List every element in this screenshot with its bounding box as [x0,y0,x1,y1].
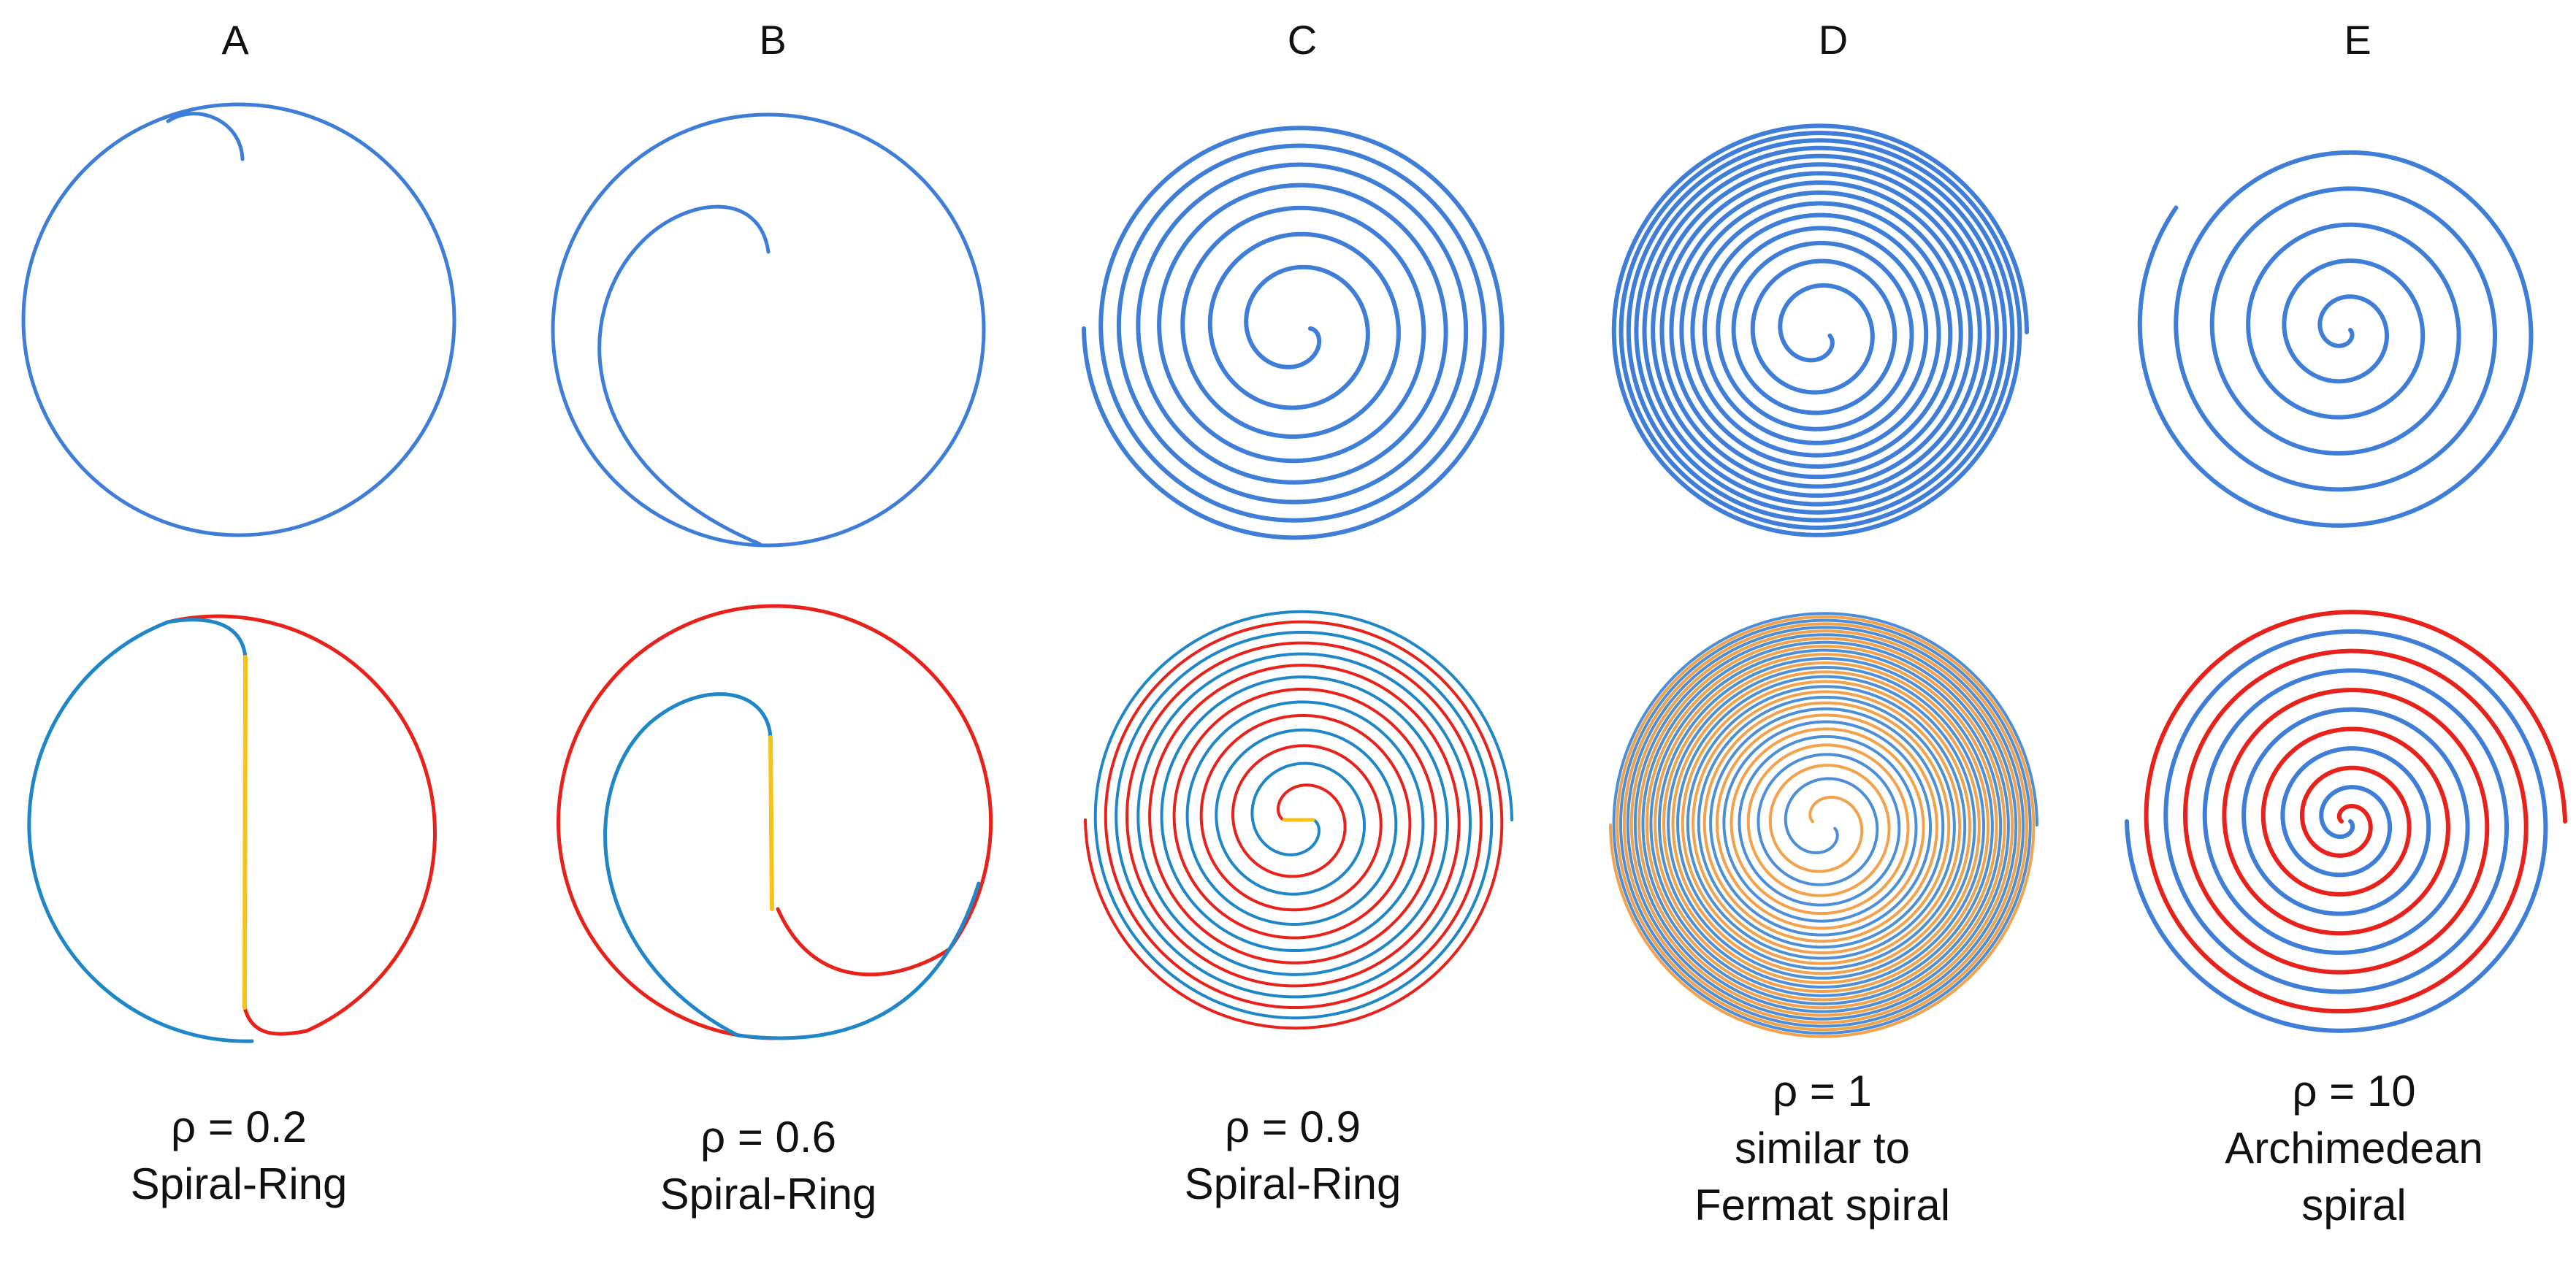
panel-e-bottom-blue-spiral [2125,629,2548,1033]
panel-c-bottom-red-spiral [1084,620,1504,1030]
panel-b-bottom-yellow-line [768,735,774,911]
panel-a-top-hook [166,112,245,161]
caption-d-line-1: similar to [1734,1124,1911,1173]
caption-c-line-1: Spiral-Ring [1184,1159,1402,1208]
panel-c-bottom-blue-spiral [1093,610,1513,1020]
panel-d-bottom-orange-spiral [1609,615,2036,1038]
panel-letter-b: B [759,17,787,63]
panel-d-bottom-blue-spiral [1612,612,2038,1035]
panel-b-bottom-red-arc [557,604,993,1040]
panel-letter-c: C [1287,17,1318,63]
panel-letter-a: A [221,17,249,63]
panel-letter-e: E [2344,17,2371,63]
caption-c: ρ = 0.9 Spiral-Ring [1015,1099,1570,1213]
caption-e: ρ = 10 Archimedean spiral [2076,1063,2576,1234]
caption-e-line-1: Archimedean [2225,1124,2483,1173]
caption-d: ρ = 1 similar to Fermat spiral [1545,1063,2100,1234]
panel-a-top-ring [21,102,456,537]
panel-c-top-spiral [1082,126,1505,540]
panel-letter-d: D [1818,17,1849,63]
rho-value-c: ρ = 0.9 [1225,1102,1361,1151]
caption-b-line-1: Spiral-Ring [660,1170,877,1219]
caption-a-line-1: Spiral-Ring [130,1159,348,1208]
panel-a-bottom-blue-arc [27,618,254,1043]
panel-b-top-arm [597,204,771,546]
rho-value-e: ρ = 10 [2292,1067,2416,1116]
panel-a-bottom-red-arc [166,614,437,1036]
panel-e-top-spiral [2137,150,2534,528]
panel-b-top-ring [551,112,986,548]
rho-value-a: ρ = 0.2 [171,1102,307,1151]
top-row-curves [21,102,2534,548]
caption-a: ρ = 0.2 Spiral-Ring [0,1099,516,1213]
panel-e-bottom-red-spiral [2144,610,2567,1014]
caption-d-line-2: Fermat spiral [1694,1181,1951,1229]
panel-d-top-spiral [1611,123,2029,537]
rho-value-d: ρ = 1 [1773,1067,1872,1116]
rho-value-b: ρ = 0.6 [700,1113,836,1162]
caption-e-line-2: spiral [2301,1181,2407,1229]
bottom-row-curves [27,604,2567,1043]
panel-b-bottom-blue-arc [603,692,981,1040]
caption-b: ρ = 0.6 Spiral-Ring [491,1109,1046,1223]
